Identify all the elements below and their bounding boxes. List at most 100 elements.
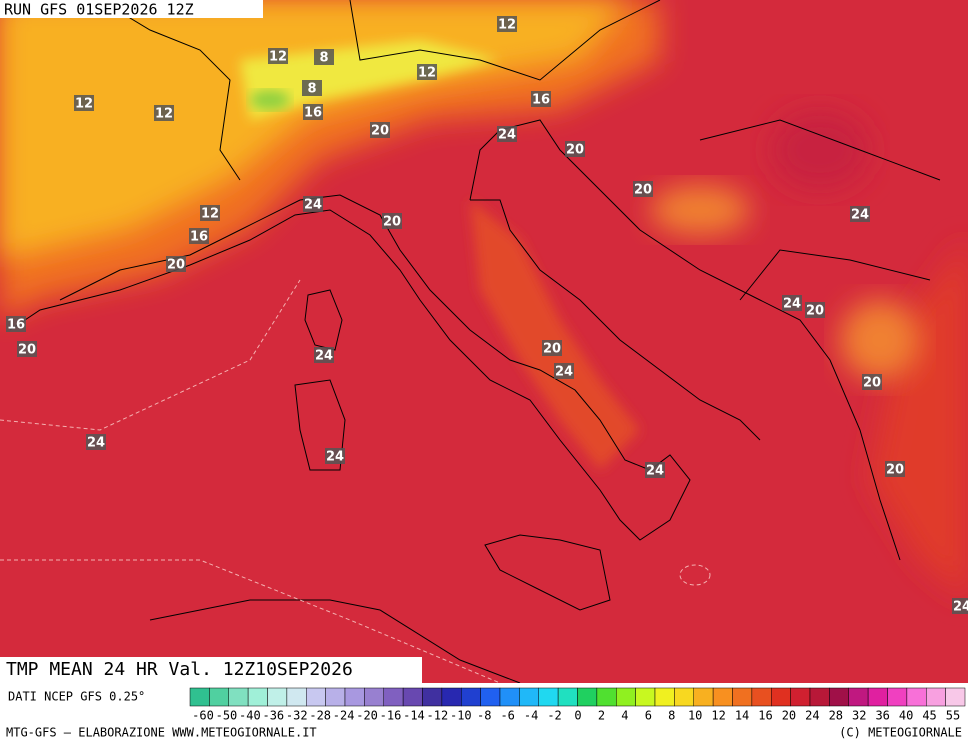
scale-swatch <box>654 687 675 707</box>
scale-label: -40 <box>239 709 261 723</box>
label-box <box>6 316 26 332</box>
scale-label: 36 <box>875 709 889 723</box>
scale-swatch <box>577 687 598 707</box>
credit-right: (C) METEOGIORNALE <box>839 726 962 740</box>
label-text: 20 <box>566 143 584 158</box>
label-text: 20 <box>167 258 185 273</box>
scale-swatch <box>364 687 384 707</box>
contour-label: 12 <box>417 64 437 81</box>
label-text: 24 <box>326 450 344 465</box>
label-text: 20 <box>886 463 904 478</box>
scale-label: -50 <box>216 709 238 723</box>
contour-label: 24 <box>303 196 323 213</box>
map-field <box>0 0 968 683</box>
scale-swatch <box>693 687 714 707</box>
label-box <box>531 91 551 107</box>
run-label: RUN GFS 01SEP2026 12Z <box>4 1 194 19</box>
contour-label: 12 <box>154 105 174 122</box>
contour-label: 24 <box>952 598 968 615</box>
contour-label: 20 <box>370 122 390 139</box>
scale-swatch <box>674 687 694 707</box>
scale-swatch <box>790 687 811 707</box>
scale-swatch <box>267 687 288 707</box>
label-text: 20 <box>863 376 881 391</box>
scale-label: -10 <box>450 709 472 723</box>
scale-label: 12 <box>711 709 725 723</box>
scale-swatch <box>228 687 249 707</box>
apennine-field <box>470 200 640 470</box>
label-box <box>370 122 390 138</box>
scale-swatch <box>906 687 927 707</box>
scale-label: -60 <box>192 709 214 723</box>
scale-label: -36 <box>262 709 284 723</box>
scale-swatch <box>344 687 365 707</box>
label-box <box>74 95 94 111</box>
label-box <box>952 598 968 614</box>
scale-swatch <box>926 687 946 707</box>
label-box <box>542 340 562 356</box>
contour-label: 16 <box>189 228 209 245</box>
scale-label: 8 <box>668 709 675 723</box>
label-box <box>303 104 323 120</box>
scale-swatch <box>286 687 307 707</box>
scale-swatch <box>596 687 617 707</box>
scale-swatch <box>732 687 753 707</box>
label-box <box>417 64 437 80</box>
scale-label: 2 <box>598 709 605 723</box>
scale-label: -28 <box>309 709 331 723</box>
contour-label: 20 <box>885 461 905 478</box>
source-label: DATI NCEP GFS 0.25° <box>8 690 145 704</box>
label-box <box>645 462 665 478</box>
scale-swatch <box>616 687 636 707</box>
orange-patch <box>650 185 750 235</box>
label-box <box>885 461 905 477</box>
contour-label: 8 <box>314 49 334 66</box>
scale-swatch <box>771 687 791 707</box>
scale-label: -32 <box>286 709 308 723</box>
contour-label: 24 <box>325 448 345 465</box>
contour-label: 24 <box>497 126 517 143</box>
label-text: 24 <box>555 365 573 380</box>
contour-label: 8 <box>302 80 322 97</box>
label-box <box>17 341 37 357</box>
label-box <box>382 213 402 229</box>
contour-label: 20 <box>382 213 402 230</box>
scale-label: -4 <box>524 709 538 723</box>
label-text: 24 <box>783 297 801 312</box>
label-text: 24 <box>315 349 333 364</box>
contour-labels: 12 12 8 8 12 12 12 16 16 20 24 20 20 24 12 24 20 16 20 24 20… <box>6 16 968 615</box>
label-box <box>86 434 106 450</box>
label-box <box>862 374 882 390</box>
contour-label: 24 <box>554 363 574 380</box>
label-text: 12 <box>418 66 436 81</box>
label-text: 24 <box>304 198 322 213</box>
scale-swatch <box>247 687 268 707</box>
scale-label: 24 <box>805 709 819 723</box>
label-box <box>314 49 334 65</box>
label-box <box>154 105 174 121</box>
contour-label: 20 <box>805 302 825 319</box>
scale-swatch <box>519 687 539 707</box>
label-text: 24 <box>498 128 516 143</box>
label-text: 16 <box>7 318 25 333</box>
scale-label: 0 <box>574 709 581 723</box>
light-yellow-field <box>240 40 500 120</box>
contour-label: 12 <box>497 16 517 33</box>
label-box <box>325 448 345 464</box>
scale-swatch <box>887 687 908 707</box>
label-box <box>497 16 517 32</box>
scale-swatch <box>209 687 229 707</box>
scale-swatch <box>557 687 578 707</box>
label-text: 24 <box>646 464 664 479</box>
scale-label: 40 <box>899 709 913 723</box>
scale-label: 32 <box>852 709 866 723</box>
label-text: 12 <box>498 18 516 33</box>
contour-label: 24 <box>86 434 106 451</box>
scale-swatch <box>325 687 346 707</box>
contour-label: 20 <box>542 340 562 357</box>
green-field <box>250 90 290 110</box>
dark-patch <box>770 110 870 190</box>
contour-label: 12 <box>74 95 94 112</box>
scale-swatch <box>189 687 210 707</box>
